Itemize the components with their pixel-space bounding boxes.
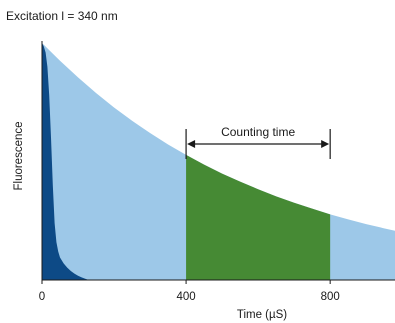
plot-area [42,43,395,280]
y-axis-title: Fluorescence [13,121,25,190]
counting-window-area [186,154,331,280]
excitation-annotation: Excitation l = 340 nm [6,9,118,23]
counting-time-label: Counting time [221,125,295,139]
short-lived-decay-area [42,43,89,280]
x-tick-label: 0 [39,291,45,303]
x-axis-title: Time (µS) [237,309,287,321]
x-tick-label: 800 [321,291,340,303]
x-tick-label: 400 [176,291,195,303]
axes: 0 400 800 Time (µS) Fluorescence [13,41,395,321]
arrow-right-icon [321,140,330,148]
arrow-left-icon [187,140,196,148]
counting-time-annotation: Counting time [185,125,331,159]
